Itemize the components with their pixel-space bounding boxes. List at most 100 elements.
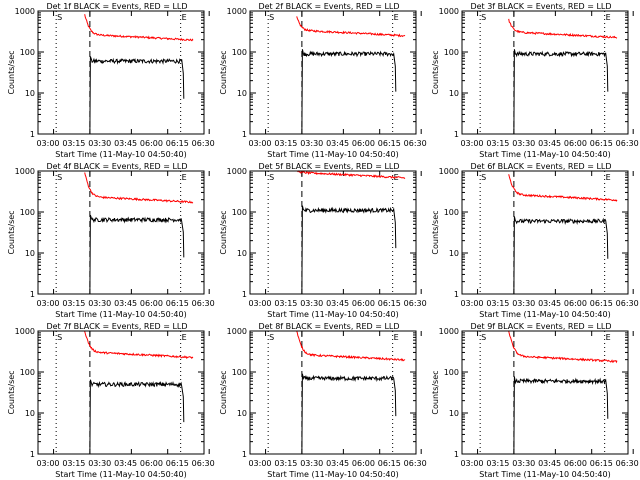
marker-label: S xyxy=(57,13,62,22)
x-tick-label: 03:45 xyxy=(114,299,137,308)
y-tick-label: 10 xyxy=(237,409,247,418)
y-tick-label: 1 xyxy=(242,130,247,139)
lld-series-line xyxy=(296,330,406,362)
y-axis-label: Counts/sec xyxy=(7,50,16,94)
marker-label: E xyxy=(394,13,399,22)
y-tick-label: 100 xyxy=(20,208,35,217)
x-tick-label: 06:15 xyxy=(378,459,401,468)
x-axis-label: Start Time (11-May-10 04:50:40) xyxy=(267,470,398,479)
x-tick-label: 03:15 xyxy=(274,139,297,148)
y-tick-label: 100 xyxy=(232,208,247,217)
y-tick-label: 1000 xyxy=(439,327,459,336)
x-tick-label: 06:15 xyxy=(590,459,613,468)
x-tick-label: 03:00 xyxy=(36,299,59,308)
plot-frame xyxy=(249,10,417,135)
y-tick-label: 1 xyxy=(454,450,459,459)
x-tick-label: 03:00 xyxy=(460,299,483,308)
x-tick-label: 06:15 xyxy=(166,299,189,308)
x-tick-label: 06:00 xyxy=(140,139,163,148)
x-tick-label: 06:30 xyxy=(616,299,639,308)
x-tick-label: 06:30 xyxy=(404,299,427,308)
x-tick-label: 03:00 xyxy=(248,299,271,308)
x-tick-label: 03:00 xyxy=(36,459,59,468)
lld-series-line xyxy=(296,16,406,38)
y-tick-label: 1 xyxy=(454,290,459,299)
x-tick-label: 03:30 xyxy=(512,299,535,308)
x-tick-label: 03:15 xyxy=(62,139,85,148)
events-series-line xyxy=(89,214,185,291)
y-tick-label: 10 xyxy=(449,249,459,258)
marker-label: E xyxy=(606,173,611,182)
x-tick-label: 03:30 xyxy=(88,139,111,148)
lld-series-line xyxy=(84,172,194,204)
y-tick-label: 1 xyxy=(30,130,35,139)
x-tick-label: 03:00 xyxy=(248,139,271,148)
x-tick-label: 03:15 xyxy=(486,139,509,148)
x-tick-label: 03:45 xyxy=(538,299,561,308)
x-tick-label: 03:15 xyxy=(486,299,509,308)
x-tick-label: 06:15 xyxy=(378,139,401,148)
y-tick-label: 1000 xyxy=(227,7,247,16)
x-tick-label: 06:15 xyxy=(590,139,613,148)
x-tick-label: 03:00 xyxy=(36,139,59,148)
panel-title: Det 7f BLACK = Events, RED = LLD xyxy=(46,322,187,331)
panel-title: Det 6f BLACK = Events, RED = LLD xyxy=(470,162,611,171)
events-series-line xyxy=(301,49,397,131)
x-tick-label: 06:30 xyxy=(404,139,427,148)
y-tick-label: 100 xyxy=(232,48,247,57)
x-tick-label: 06:15 xyxy=(590,299,613,308)
x-axis-label: Start Time (11-May-10 04:50:40) xyxy=(267,150,398,159)
marker-label: S xyxy=(481,173,486,182)
x-tick-label: 06:00 xyxy=(140,459,163,468)
x-tick-label: 06:00 xyxy=(352,139,375,148)
x-tick-label: 03:30 xyxy=(88,299,111,308)
x-tick-label: 06:15 xyxy=(378,299,401,308)
plot-frame xyxy=(37,330,205,455)
x-tick-label: 03:15 xyxy=(274,299,297,308)
events-series-line xyxy=(89,56,185,131)
y-tick-label: 10 xyxy=(449,409,459,418)
x-axis-label: Start Time (11-May-10 04:50:40) xyxy=(479,470,610,479)
x-tick-label: 06:00 xyxy=(352,459,375,468)
y-tick-label: 1000 xyxy=(227,327,247,336)
y-tick-label: 100 xyxy=(232,368,247,377)
y-tick-label: 10 xyxy=(25,89,35,98)
x-tick-label: 06:30 xyxy=(616,459,639,468)
panel-title: Det 8f BLACK = Events, RED = LLD xyxy=(258,322,399,331)
x-tick-label: 03:15 xyxy=(62,459,85,468)
y-axis-label: Counts/sec xyxy=(431,370,440,414)
events-series-line xyxy=(513,216,609,291)
panel-title: Det 5f BLACK = Events, RED = LLD xyxy=(258,162,399,171)
x-tick-label: 03:45 xyxy=(326,459,349,468)
x-tick-label: 03:30 xyxy=(300,299,323,308)
x-tick-label: 06:30 xyxy=(616,139,639,148)
x-tick-label: 06:00 xyxy=(352,299,375,308)
marker-label: S xyxy=(57,333,62,342)
y-tick-label: 1000 xyxy=(439,167,459,176)
events-series-line xyxy=(513,49,609,131)
y-tick-label: 100 xyxy=(20,368,35,377)
x-tick-label: 06:00 xyxy=(564,299,587,308)
x-tick-label: 03:45 xyxy=(114,139,137,148)
plot-frame xyxy=(37,170,205,295)
marker-label: E xyxy=(606,333,611,342)
lld-series-line xyxy=(508,18,618,39)
x-tick-label: 06:00 xyxy=(140,299,163,308)
panel-title: Det 2f BLACK = Events, RED = LLD xyxy=(258,2,399,11)
y-tick-label: 100 xyxy=(444,48,459,57)
x-axis-label: Start Time (11-May-10 04:50:40) xyxy=(479,310,610,319)
marker-label: E xyxy=(182,13,187,22)
marker-label: S xyxy=(269,173,274,182)
lld-series-line xyxy=(508,330,618,364)
y-tick-label: 1 xyxy=(242,450,247,459)
marker-label: S xyxy=(57,173,62,182)
x-axis-label: Start Time (11-May-10 04:50:40) xyxy=(55,150,186,159)
plot-frame xyxy=(461,330,629,455)
